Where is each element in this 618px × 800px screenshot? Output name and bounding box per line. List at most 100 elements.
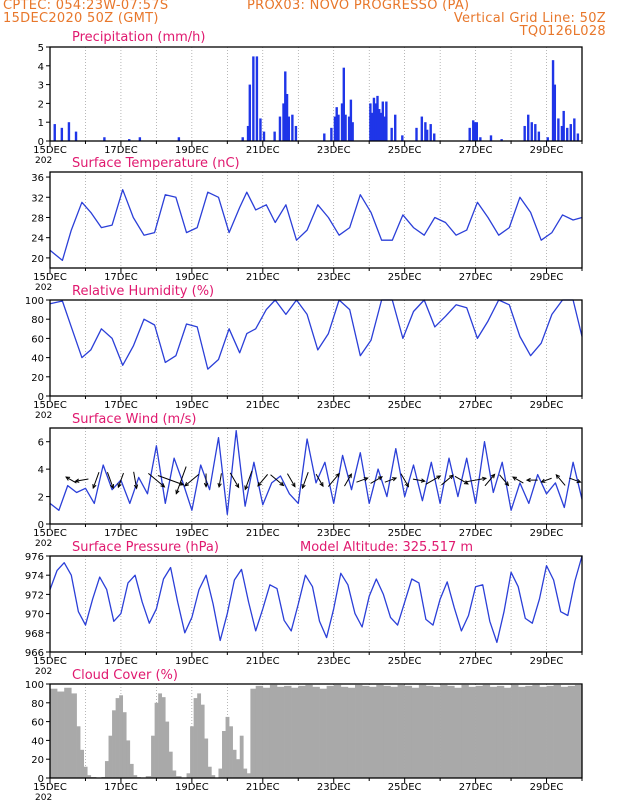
panel-5-xtick-label: 15DEC (33, 656, 67, 667)
panel-3-xtick-label: 15DEC (33, 400, 67, 411)
panel-1-bar (335, 107, 338, 141)
panel-1-bar (370, 112, 374, 141)
wind-arrow-shaft (184, 473, 200, 487)
wind-arrow-head (301, 483, 306, 490)
panel-2-xtick-label: 19DEC (175, 272, 209, 283)
header-location: CPTEC: 054:23W-07:57S (3, 0, 169, 13)
panel-6-xtick-label: 15DEC (33, 782, 67, 793)
panel-1-ytick-label: 4 (38, 62, 44, 73)
panel-1-bar (424, 122, 427, 141)
wind-arrow-head (448, 474, 454, 480)
panel-5-xtick-label: 21DEC (246, 656, 280, 667)
panel-6-bar (190, 726, 194, 778)
panel-1-xtick-label: 25DEC (388, 145, 422, 156)
wind-arrow-head (133, 484, 139, 490)
panel-2-xtick-label: 17DEC (104, 272, 138, 283)
panel-1-bar (573, 118, 576, 141)
panel-6-bar (390, 686, 398, 778)
panel-1-bar (285, 94, 289, 141)
panel-1-bar (255, 56, 259, 141)
panel-6-bar (411, 687, 420, 778)
panel-1-bar (553, 84, 557, 141)
panel-1-bar (489, 135, 493, 141)
panel-6-xtick-label: 27DEC (459, 782, 493, 793)
wind-arrow-shaft (286, 473, 296, 487)
panel-6-bar (468, 686, 476, 778)
panel-1-bar (262, 131, 266, 141)
panel-6-title: Cloud Cover (%) (72, 668, 178, 683)
panel-5-xtick-label: 23DEC (317, 656, 351, 667)
panel-4-xtick-label: 19DEC (175, 528, 209, 539)
panel-1-bar (60, 127, 64, 141)
panel-2-xtick-label: 15DEC (33, 272, 67, 283)
wind-arrow-head (117, 483, 122, 489)
panel-6-bar (433, 686, 441, 778)
wind-arrow-head (184, 482, 189, 487)
wind-arrow-head (555, 473, 561, 479)
panel-4-frame (49, 427, 583, 525)
wind-arrow-shaft (555, 474, 566, 486)
wind-arrow-head (74, 478, 80, 483)
panel-6-bar (76, 726, 81, 778)
panel-1-bar (390, 127, 393, 141)
wind-arrow-shaft (229, 472, 240, 488)
panel-6-bar (397, 684, 405, 778)
panel-6-bar (560, 686, 569, 778)
panel-6-bar (489, 686, 498, 778)
panel-1-bar (340, 103, 344, 141)
panel-1-xtick-label: 29DEC (530, 145, 564, 156)
panel-1-xtick-label: 27DEC (459, 145, 493, 156)
panel-1-bar (534, 124, 537, 141)
panel-5-series-line (49, 555, 583, 644)
panel-3-xtick-label: 25DEC (388, 400, 422, 411)
panel-1-bar (473, 122, 477, 141)
panel-1-bar (429, 124, 432, 141)
panel-6-bar (326, 685, 335, 778)
wind-arrow-head (576, 478, 582, 484)
panel-6-bar (298, 685, 306, 778)
panel-6-bar (440, 684, 448, 778)
panel-4-xtick-label: 17DEC (104, 528, 138, 539)
panel-6-bar (250, 688, 257, 778)
panel-1-title: Precipitation (mm/h) (72, 30, 205, 45)
wind-arrow-shaft (454, 475, 469, 485)
panel-6-bar (340, 686, 349, 778)
panel-6-bar (129, 763, 134, 778)
panel-1-bar (294, 125, 298, 141)
panel-6-bar (104, 761, 109, 778)
wind-arrow-head (217, 482, 222, 489)
panel-1-bar (369, 103, 372, 141)
panel-1-bar (569, 124, 572, 141)
panel-6-bar (461, 684, 469, 778)
panel-6-bar (546, 685, 554, 778)
panel-2-series-line (49, 189, 583, 262)
panel-3-title: Relative Humidity (%) (72, 284, 214, 299)
wind-arrow-shaft (117, 472, 124, 488)
panel-6-bar (168, 751, 173, 778)
wind-arrow-shaft (257, 474, 269, 487)
wind-arrow-head (179, 481, 185, 486)
wind-arrow-head (291, 482, 296, 488)
panel-1-bar (560, 125, 564, 141)
panel-6-bar (574, 684, 583, 778)
panel-4-xtick-label: 27DEC (459, 528, 493, 539)
wind-arrow-shaft (92, 472, 100, 489)
wind-arrow-head (404, 482, 409, 488)
wind-arrow-shaft (133, 471, 138, 489)
model-altitude-label: Model Altitude: 325.517 m (300, 540, 473, 555)
wind-arrow-head (540, 478, 546, 483)
panel-1-bar (551, 60, 555, 141)
panel-1-bar (576, 133, 580, 141)
header-model: TQ0126L028 (519, 24, 606, 39)
panel-1-bar (282, 103, 285, 141)
panel-1-bar (479, 137, 482, 141)
panel-1-bar (394, 114, 397, 141)
panel-6-bar (80, 749, 84, 778)
panel-1-bar (420, 116, 424, 141)
panel-6-bar (425, 685, 434, 778)
panel-6-bar (122, 712, 127, 778)
panel-3-ytick-label: 20 (31, 373, 44, 384)
panel-6-ytick-label: 40 (31, 736, 44, 747)
panel-1-bar (546, 137, 549, 141)
